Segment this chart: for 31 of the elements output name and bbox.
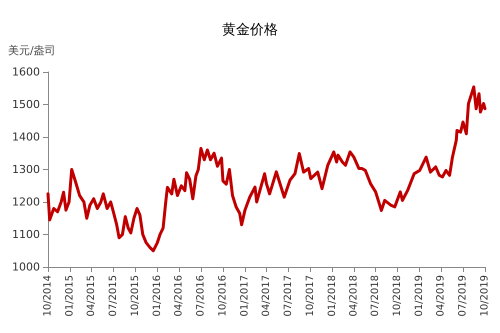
x-tick-label: 01/2017 xyxy=(239,275,250,317)
x-tick-label: 10/2017 xyxy=(304,275,316,317)
x-tick-label: 04/2017 xyxy=(261,275,272,317)
x-tick-label: 07/2018 xyxy=(370,275,382,317)
x-tick-label: 04/2015 xyxy=(86,275,98,317)
x-tick-label: 10/2014 xyxy=(42,275,54,317)
y-tick-label: 1200 xyxy=(12,196,40,208)
y-axis-title: 美元/盎司 xyxy=(8,44,56,57)
y-tick-label: 1100 xyxy=(12,228,40,241)
x-tick-label: 01/2016 xyxy=(152,275,163,317)
y-tick-label: 1600 xyxy=(12,66,40,78)
chart-title: 黄金价格 xyxy=(222,22,278,38)
line-series xyxy=(46,85,486,252)
x-tick-label: 10/2015 xyxy=(130,275,141,317)
x-tick-label: 04/2019 xyxy=(436,275,447,317)
x-tick-label: 07/2019 xyxy=(457,275,468,317)
y-tick-label: 1000 xyxy=(12,260,40,274)
x-tick-label: 10/2018 xyxy=(392,275,404,317)
x-tick-label: 04/2018 xyxy=(348,275,360,317)
x-tick-label: 10/2016 xyxy=(217,275,228,317)
y-tick-label: 1400 xyxy=(12,130,40,144)
y-tick-label: 1300 xyxy=(12,163,40,176)
x-tick-label: 07/2015 xyxy=(108,275,119,317)
x-tick-label: 01/2019 xyxy=(414,275,426,317)
x-tick-label: 07/2017 xyxy=(282,275,294,317)
x-tick-label: 10/2019 xyxy=(480,275,490,317)
x-tick-label: 04/2016 xyxy=(174,275,185,317)
x-tick-label: 01/2015 xyxy=(64,275,76,317)
y-tick-label: 1500 xyxy=(12,98,40,111)
x-tick-label: 07/2016 xyxy=(195,275,206,317)
x-tick-label: 01/2018 xyxy=(326,275,338,317)
